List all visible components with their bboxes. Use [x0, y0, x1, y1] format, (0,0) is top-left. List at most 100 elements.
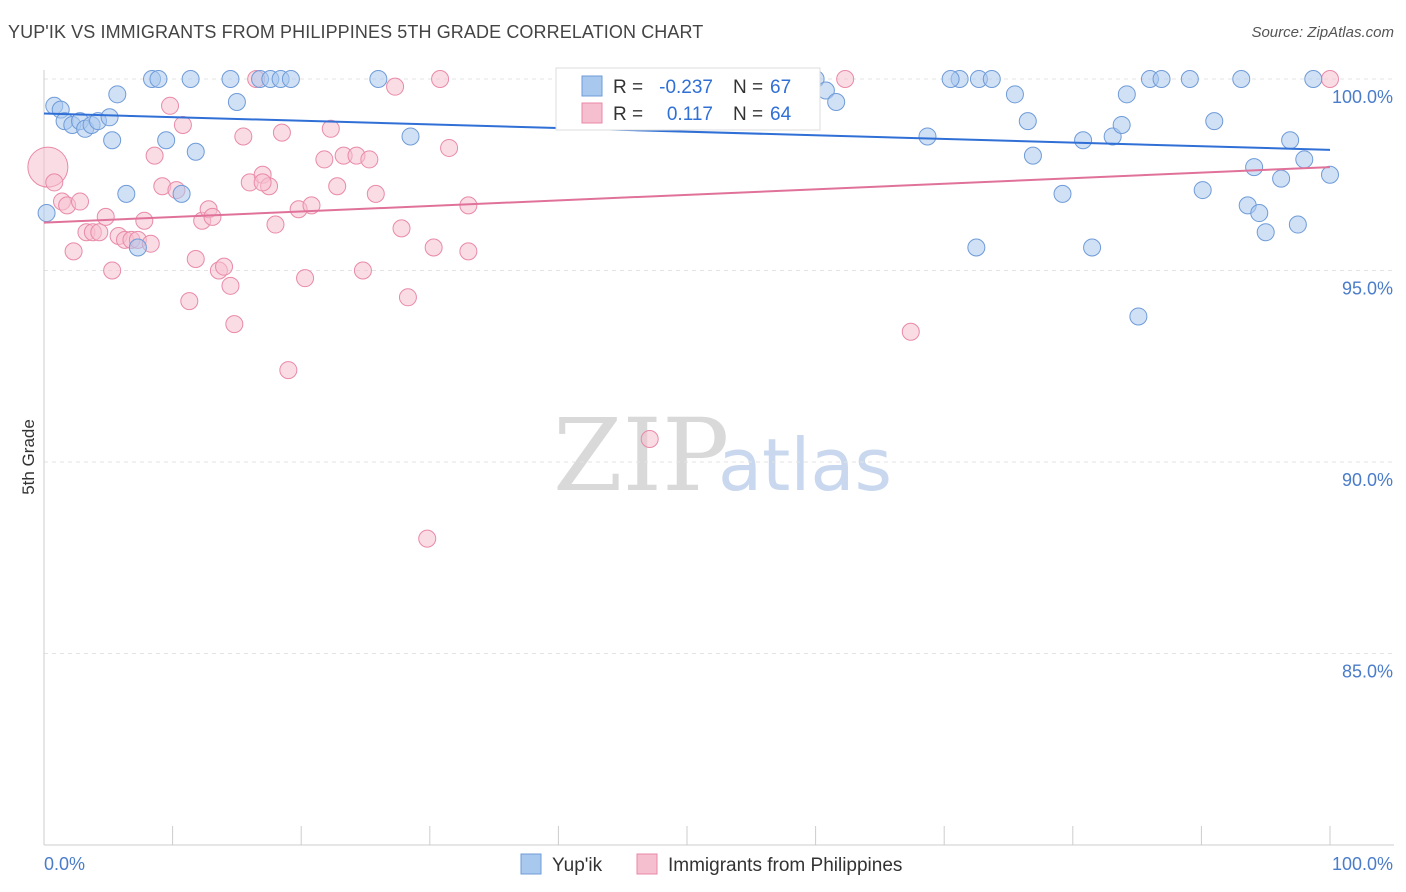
phil-point-10 — [103, 261, 122, 280]
yupik-point-64 — [1295, 150, 1314, 169]
phil-point-19 — [161, 96, 180, 115]
legend-top-n-value-2: 64 — [770, 104, 792, 125]
yupik-point-56 — [1245, 158, 1264, 177]
phil-point-36 — [266, 215, 285, 234]
y-tick-labels: 100.0% 95.0% 90.0% 85.0% — [1332, 87, 1393, 682]
phil-point-28 — [215, 257, 234, 276]
phil-point-61 — [901, 322, 920, 341]
yupik-point-21 — [227, 92, 246, 111]
legend-philippines-label: Immigrants from Philippines — [668, 855, 902, 876]
yupik-point-18 — [181, 70, 200, 88]
yupik-point-65 — [1321, 165, 1339, 184]
series-yupik-points — [37, 70, 1339, 326]
legend-yupik-swatch — [520, 853, 542, 875]
x-tick-label-min: 0.0% — [44, 854, 85, 874]
yupik-point-27 — [401, 127, 420, 146]
phil-point-60 — [836, 70, 855, 88]
legend-top-r-label-1: R = — [613, 77, 643, 98]
legend-top-r-value-2: 0.117 — [667, 104, 713, 125]
chart-title: YUP'IK VS IMMIGRANTS FROM PHILIPPINES 5T… — [8, 22, 704, 42]
y-tick-label-0: 100.0% — [1332, 87, 1393, 107]
legend-top-yupik-swatch — [581, 75, 603, 97]
yupik-point-57 — [1281, 131, 1300, 150]
yupik-point-15 — [149, 70, 168, 88]
yupik-point-54 — [1152, 70, 1171, 88]
yupik-point-62 — [1272, 169, 1291, 188]
phil-point-58 — [459, 242, 478, 261]
phil-point-50 — [386, 77, 405, 96]
yupik-point-35 — [918, 127, 937, 146]
yupik-point-61 — [1256, 223, 1275, 242]
phil-point-15 — [135, 211, 154, 230]
phil-point-9 — [96, 207, 115, 226]
axes — [43, 70, 1394, 846]
phil-point-30 — [225, 315, 244, 334]
yupik-point-20 — [221, 70, 240, 88]
phil-point-21 — [173, 115, 192, 134]
legend-top: R = -0.237 N = 67 R = 0.117 N = 64 — [555, 67, 821, 131]
phil-point-42 — [315, 150, 334, 169]
phil-point-40 — [296, 269, 315, 288]
phil-point-55 — [431, 70, 450, 88]
source-label: Source: ZipAtlas.com — [1251, 24, 1394, 41]
phil-point-26 — [203, 207, 222, 226]
yupik-point-45 — [1074, 131, 1093, 150]
y-tick-label-2: 90.0% — [1342, 470, 1393, 490]
yupik-point-11 — [108, 85, 127, 104]
phil-point-31 — [234, 127, 253, 146]
y-axis-label: 5th Grade — [19, 419, 38, 495]
legend-top-r-value-1: -0.237 — [659, 77, 713, 98]
phil-point-17 — [145, 146, 164, 165]
yupik-point-34 — [827, 92, 846, 111]
yupik-point-37 — [941, 70, 960, 88]
yupik-trend-line — [43, 112, 1331, 151]
legend-philippines-swatch — [636, 853, 658, 875]
phil-point-37 — [272, 123, 291, 142]
yupik-point-26 — [369, 70, 388, 88]
phil-point-53 — [418, 529, 437, 548]
x-tick-label-max: 100.0% — [1332, 854, 1393, 874]
phil-point-51 — [392, 219, 411, 238]
yupik-point-13 — [128, 238, 147, 257]
watermark-atlas: atlas — [718, 423, 892, 507]
legend-top-r-label-2: R = — [613, 104, 643, 125]
yupik-point-10 — [103, 131, 122, 150]
phil-point-48 — [360, 150, 379, 169]
watermark-zip: ZIP — [553, 397, 729, 514]
phil-point-23 — [186, 250, 205, 269]
phil-point-54 — [424, 238, 443, 257]
yupik-point-40 — [1005, 85, 1024, 104]
legend-bottom: Yup'ik Immigrants from Philippines — [520, 853, 902, 876]
philippines-trend-line — [43, 166, 1331, 224]
phil-point-62 — [1321, 70, 1339, 88]
phil-point-52 — [398, 288, 417, 307]
yupik-point-53 — [1193, 181, 1212, 200]
phil-point-29 — [221, 276, 240, 295]
yupik-point-66 — [1304, 70, 1323, 88]
yupik-point-58 — [1232, 70, 1251, 88]
phil-point-43 — [321, 119, 340, 138]
legend-top-n-label-2: N = — [733, 104, 763, 125]
y-tick-label-3: 85.0% — [1342, 662, 1393, 682]
yupik-point-42 — [1023, 146, 1042, 165]
yupik-point-60 — [1250, 204, 1269, 223]
yupik-point-16 — [157, 131, 176, 150]
yupik-point-38 — [967, 238, 986, 257]
yupik-point-43 — [1018, 112, 1037, 131]
x-ticks — [43, 826, 1331, 845]
yupik-point-25 — [281, 70, 300, 88]
legend-top-phil-swatch — [581, 102, 603, 124]
phil-point-1 — [45, 173, 64, 192]
yupik-point-50 — [1129, 307, 1148, 326]
yupik-point-19 — [186, 142, 205, 161]
yupik-point-44 — [1053, 184, 1072, 203]
y-tick-label-1: 95.0% — [1342, 279, 1393, 299]
yupik-point-52 — [1180, 70, 1199, 88]
yupik-point-9 — [100, 108, 119, 127]
phil-point-47 — [353, 261, 372, 280]
phil-point-44 — [328, 177, 347, 196]
phil-point-41 — [302, 196, 321, 215]
legend-top-n-label-1: N = — [733, 77, 763, 98]
phil-point-4 — [64, 242, 83, 261]
